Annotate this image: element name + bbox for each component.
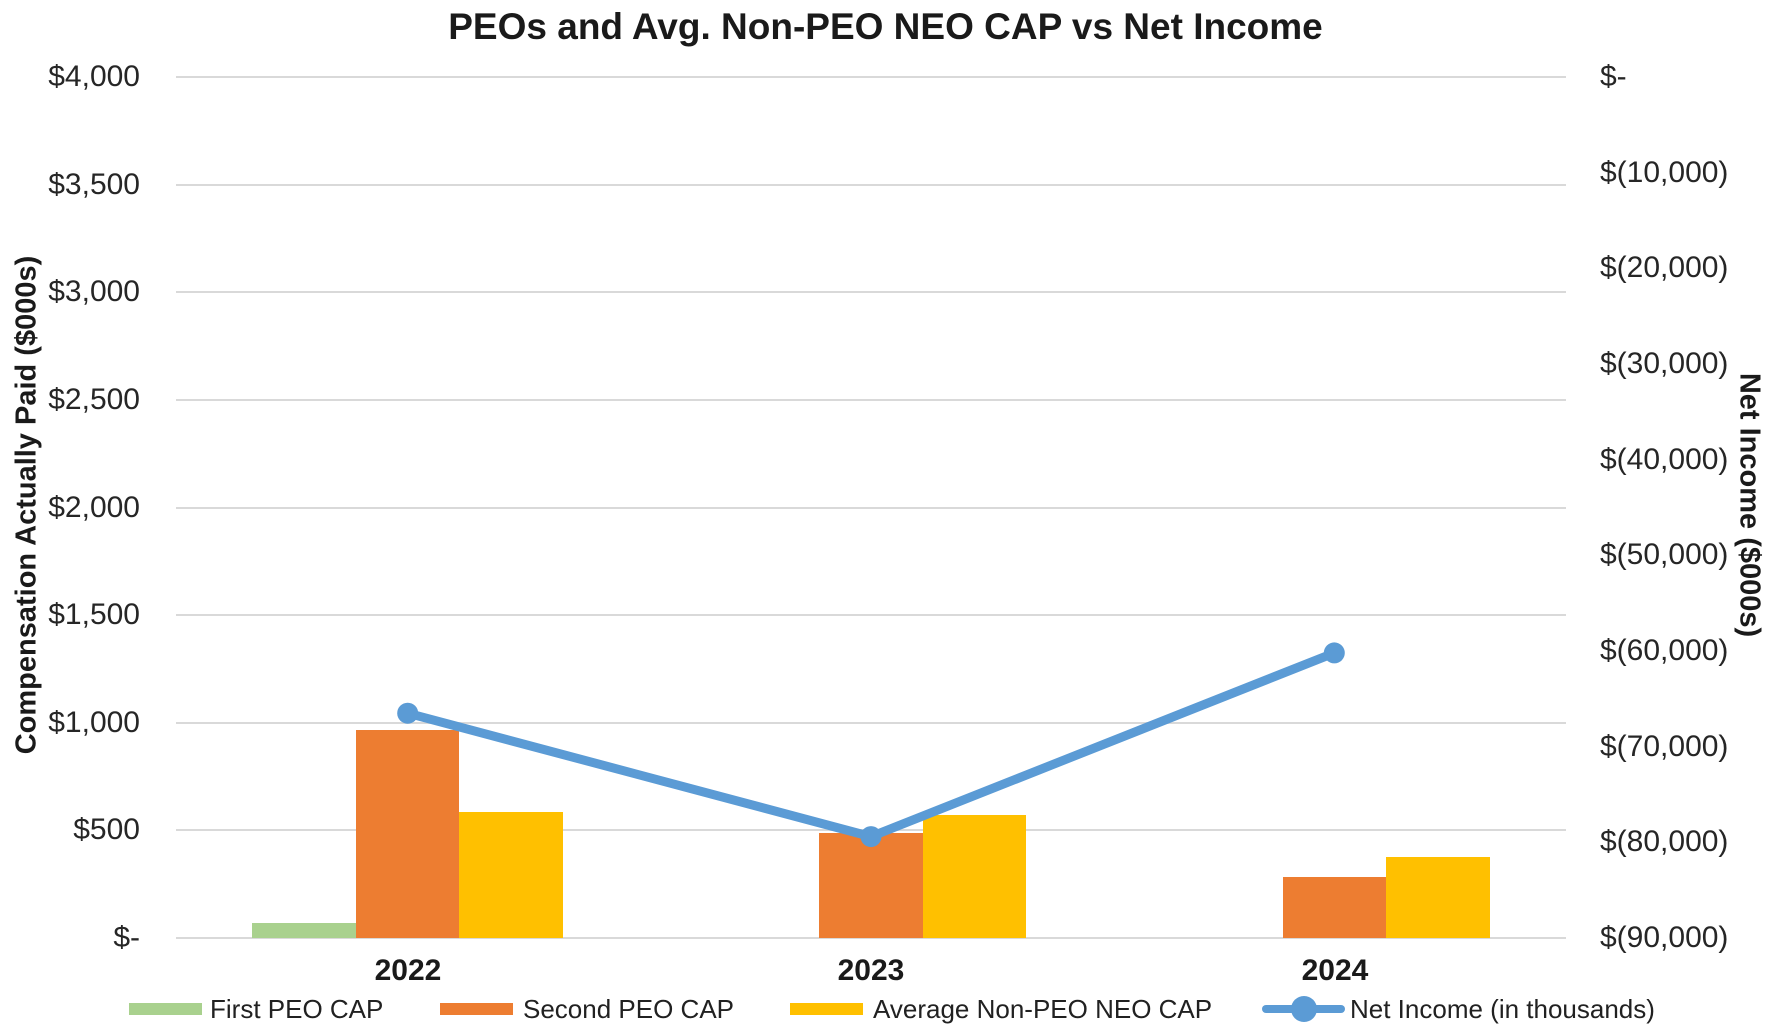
left-tick-label: $1,500	[48, 598, 140, 631]
plot-area	[176, 76, 1566, 939]
left-tick-label: $500	[73, 813, 140, 846]
legend-swatch-second-peo-cap	[440, 1003, 513, 1015]
left-tick-label: $-	[113, 921, 140, 954]
x-label-2022: 2022	[374, 954, 442, 987]
net-income-line	[403, 648, 1339, 842]
legend-label-first-peo-cap: First PEO CAP	[210, 994, 384, 1024]
chart-title: PEOs and Avg. Non-PEO NEO CAP vs Net Inc…	[448, 6, 1323, 47]
bar-average-non-peo-neo-cap-2022	[459, 812, 563, 938]
legend-label-second-peo-cap: Second PEO CAP	[523, 994, 734, 1024]
legend-label-average-non-peo-neo-cap: Average Non-PEO NEO CAP	[873, 994, 1213, 1024]
net-income-point-2023	[860, 826, 882, 848]
right-tick-label: $-	[1600, 60, 1627, 93]
legend-dot-marker	[1290, 996, 1317, 1022]
left-tick-label: $1,000	[48, 706, 140, 739]
right-tick-label: $(20,000)	[1600, 251, 1729, 284]
legend-swatch-average-non-peo-neo-cap	[790, 1003, 863, 1015]
net-income-line-layer	[397, 642, 1345, 848]
net-income-point-2022	[397, 702, 419, 724]
legend-label-net-income-in-thousands-: Net Income (in thousands)	[1350, 994, 1655, 1024]
gridline	[176, 722, 1566, 724]
gridline	[176, 291, 1566, 293]
legend-swatch-first-peo-cap	[129, 1003, 202, 1015]
gridline	[176, 614, 1566, 616]
gridline	[176, 937, 1566, 939]
bar-second-peo-cap-2022	[355, 730, 460, 938]
right-tick-label: $(70,000)	[1600, 730, 1729, 763]
x-label-2024: 2024	[1301, 954, 1369, 987]
left-tick-label: $2,000	[48, 491, 140, 524]
left-tick-label: $3,000	[48, 275, 140, 308]
left-tick-label: $4,000	[48, 60, 140, 93]
right-tick-label: $(40,000)	[1600, 443, 1729, 476]
bar-average-non-peo-neo-cap-2024	[1386, 857, 1490, 938]
right-tick-label: $(30,000)	[1600, 347, 1729, 380]
gridline	[176, 184, 1566, 186]
right-tick-label: $(10,000)	[1600, 156, 1729, 189]
right-tick-label: $(60,000)	[1600, 634, 1729, 667]
bar-second-peo-cap-2024	[1282, 876, 1387, 938]
right-axis-title: Net Income ($000s)	[1733, 372, 1766, 638]
right-tick-label: $(50,000)	[1600, 538, 1729, 571]
left-tick-label: $2,500	[48, 383, 140, 416]
bar-second-peo-cap-2023	[819, 832, 923, 938]
left-tick-label: $3,500	[48, 168, 140, 201]
gridline	[176, 399, 1566, 401]
bar-average-non-peo-neo-cap-2023	[922, 815, 1027, 938]
right-tick-label: $(80,000)	[1600, 825, 1729, 858]
x-label-2023: 2023	[837, 954, 905, 987]
net-income-point-2024	[1323, 642, 1345, 664]
gridline	[176, 76, 1566, 78]
right-tick-label: $(90,000)	[1600, 921, 1729, 954]
bar-first-peo-cap-2022	[252, 922, 356, 938]
gridline	[176, 507, 1566, 509]
